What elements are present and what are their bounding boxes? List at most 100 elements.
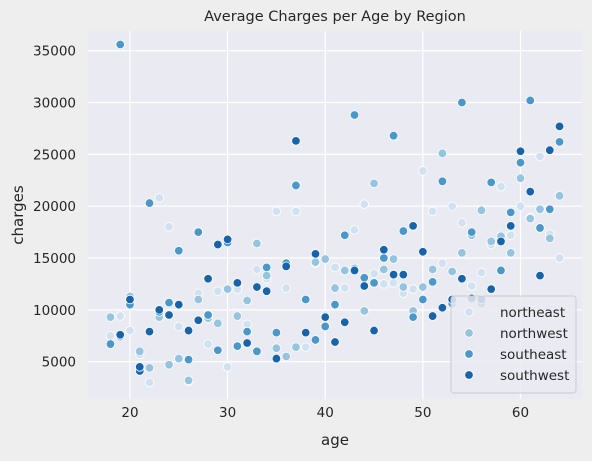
data-point-southwest	[261, 286, 272, 296]
data-point-southeast	[105, 339, 116, 349]
data-point-southeast	[545, 204, 555, 214]
x-tick-label: 60	[512, 405, 529, 421]
data-point-northwest	[330, 283, 340, 293]
legend-label: northwest	[500, 326, 568, 342]
data-point-southwest	[359, 281, 369, 291]
data-point-southwest	[213, 239, 223, 250]
data-point-southeast	[330, 299, 340, 310]
data-point-northwest	[418, 282, 428, 292]
data-point-southeast	[398, 226, 409, 236]
data-point-southeast	[379, 253, 389, 263]
data-point-northeast	[427, 206, 438, 217]
data-point-northeast	[535, 151, 545, 162]
data-point-southwest	[281, 261, 291, 272]
data-point-northwest	[213, 318, 223, 329]
data-point-southeast	[310, 335, 321, 345]
data-point-northeast	[379, 279, 389, 289]
data-point-northwest	[427, 264, 438, 275]
data-point-southwest	[457, 274, 467, 284]
x-tick-label: 20	[121, 405, 138, 421]
data-point-northwest	[320, 254, 330, 264]
data-point-southwest	[135, 362, 145, 372]
data-point-northeast	[408, 284, 418, 294]
y-tick-label: 15000	[33, 251, 76, 267]
data-point-northwest	[340, 265, 350, 276]
data-point-northeast	[349, 225, 360, 235]
series-southwest	[115, 121, 565, 376]
data-point-southwest	[349, 265, 360, 276]
data-point-northeast	[506, 230, 516, 240]
data-point-northeast	[496, 181, 506, 192]
data-point-northwest	[261, 270, 272, 281]
data-point-northwest	[486, 236, 496, 247]
data-point-southwest	[203, 274, 213, 284]
y-tick-label: 20000	[33, 199, 76, 215]
data-point-northeast	[154, 193, 164, 203]
data-point-northeast	[388, 278, 399, 288]
data-point-southwest	[115, 330, 125, 340]
y-tick-label: 35000	[33, 44, 76, 60]
data-point-southwest	[369, 325, 379, 336]
data-point-southwest	[398, 269, 409, 280]
y-tick-label: 30000	[33, 96, 76, 112]
data-point-southeast	[213, 345, 223, 355]
data-point-southeast	[554, 137, 565, 147]
legend-label: southeast	[500, 347, 567, 363]
data-point-southwest	[252, 282, 262, 292]
data-point-southwest	[554, 121, 565, 132]
data-point-northwest	[388, 254, 399, 264]
data-point-southwest	[310, 249, 321, 259]
data-point-northeast	[554, 253, 565, 263]
data-point-northeast	[359, 199, 369, 209]
data-point-northeast	[174, 321, 184, 332]
data-point-southeast	[115, 39, 125, 50]
data-point-southeast	[515, 157, 526, 168]
data-point-southeast	[388, 130, 399, 141]
y-tick-label: 25000	[33, 147, 76, 163]
data-point-northeast	[281, 283, 291, 293]
data-point-southwest	[154, 305, 164, 315]
data-point-southeast	[486, 177, 496, 188]
data-point-southeast	[457, 97, 467, 108]
data-point-southeast	[496, 265, 506, 276]
data-point-northeast	[515, 201, 526, 211]
data-point-southeast	[525, 95, 535, 106]
data-point-northeast	[271, 206, 282, 217]
chart-title: Average Charges per Age by Region	[204, 9, 466, 25]
data-point-southwest	[427, 311, 438, 321]
data-point-northwest	[369, 178, 379, 189]
data-point-northwest	[252, 238, 262, 249]
data-point-northeast	[340, 283, 350, 293]
legend-marker	[464, 370, 474, 380]
data-point-northwest	[545, 233, 555, 244]
data-point-southwest	[496, 236, 506, 247]
data-point-northwest	[457, 248, 467, 258]
data-point-northwest	[554, 191, 565, 201]
data-point-southwest	[418, 247, 428, 257]
data-point-southwest	[183, 325, 194, 336]
data-point-southwest	[330, 337, 340, 347]
data-point-northeast	[369, 268, 379, 279]
data-point-northeast	[144, 377, 155, 388]
y-axis-label: charges	[9, 185, 27, 245]
legend-label: northeast	[500, 305, 565, 321]
tick-labels: 20 30 40 50 60 5000 10000 15000 20000 25000 30000 3…	[33, 44, 529, 421]
data-point-northeast	[115, 311, 125, 321]
data-point-northeast	[466, 281, 477, 291]
data-point-southeast	[252, 346, 262, 357]
data-point-southwest	[515, 146, 526, 156]
data-point-southwest	[388, 269, 399, 280]
legend: northeast northwest southeast southwest	[450, 295, 577, 394]
data-point-northwest	[144, 363, 155, 373]
data-point-northwest	[437, 148, 448, 159]
data-point-northwest	[135, 346, 145, 357]
data-point-southeast	[301, 294, 311, 305]
data-point-southeast	[418, 294, 428, 305]
data-point-northeast	[291, 206, 301, 217]
data-point-southwest	[144, 326, 155, 337]
data-point-southeast	[320, 321, 330, 332]
data-point-southwest	[506, 221, 516, 231]
data-point-southwest	[545, 145, 555, 155]
x-axis-label: age	[321, 431, 349, 449]
